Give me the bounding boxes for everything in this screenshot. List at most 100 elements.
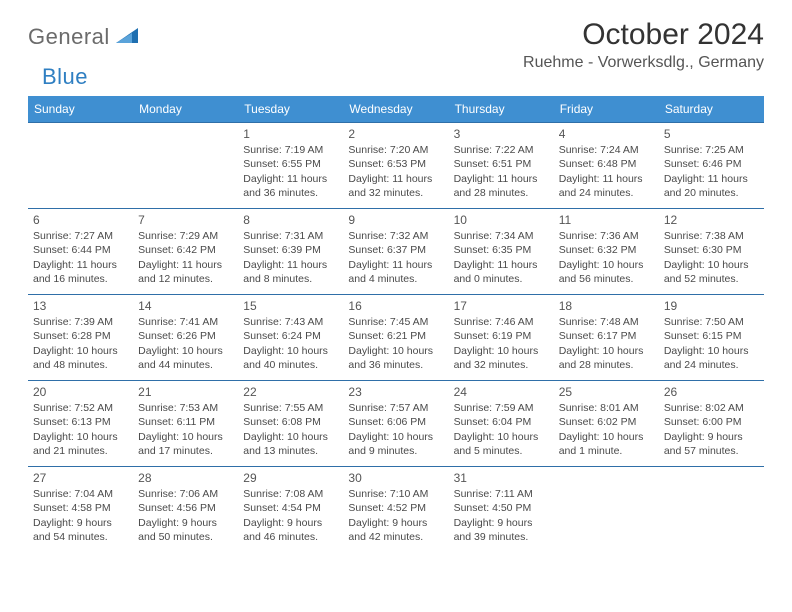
calendar-day-cell: 14Sunrise: 7:41 AMSunset: 6:26 PMDayligh… (133, 295, 238, 381)
title-block: October 2024 Ruehme - Vorwerksdlg., Germ… (523, 18, 764, 72)
day-number: 25 (559, 384, 654, 400)
day-number: 12 (664, 212, 759, 228)
sunrise-line: Sunrise: 7:29 AM (138, 229, 233, 243)
calendar-day-cell: 5Sunrise: 7:25 AMSunset: 6:46 PMDaylight… (659, 123, 764, 209)
calendar-day-cell: 18Sunrise: 7:48 AMSunset: 6:17 PMDayligh… (554, 295, 659, 381)
daylight-line: Daylight: 11 hours and 0 minutes. (454, 258, 549, 286)
sunrise-line: Sunrise: 7:46 AM (454, 315, 549, 329)
day-number: 2 (348, 126, 443, 142)
daylight-line: Daylight: 10 hours and 21 minutes. (33, 430, 128, 458)
calendar-header-row: Sunday Monday Tuesday Wednesday Thursday… (28, 96, 764, 123)
daylight-line: Daylight: 9 hours and 39 minutes. (454, 516, 549, 544)
day-number: 3 (454, 126, 549, 142)
sunrise-line: Sunrise: 7:32 AM (348, 229, 443, 243)
daylight-line: Daylight: 10 hours and 56 minutes. (559, 258, 654, 286)
daylight-line: Daylight: 10 hours and 48 minutes. (33, 344, 128, 372)
sunrise-line: Sunrise: 7:39 AM (33, 315, 128, 329)
daylight-line: Daylight: 11 hours and 24 minutes. (559, 172, 654, 200)
day-number: 1 (243, 126, 338, 142)
sunset-line: Sunset: 6:51 PM (454, 157, 549, 171)
sunset-line: Sunset: 6:24 PM (243, 329, 338, 343)
calendar-day-cell: 27Sunrise: 7:04 AMSunset: 4:58 PMDayligh… (28, 467, 133, 553)
sunrise-line: Sunrise: 7:45 AM (348, 315, 443, 329)
day-number: 16 (348, 298, 443, 314)
sunset-line: Sunset: 6:30 PM (664, 243, 759, 257)
daylight-line: Daylight: 10 hours and 17 minutes. (138, 430, 233, 458)
day-number: 31 (454, 470, 549, 486)
daylight-line: Daylight: 11 hours and 8 minutes. (243, 258, 338, 286)
calendar-day-cell: 2Sunrise: 7:20 AMSunset: 6:53 PMDaylight… (343, 123, 448, 209)
sunrise-line: Sunrise: 7:50 AM (664, 315, 759, 329)
day-number: 22 (243, 384, 338, 400)
day-number: 26 (664, 384, 759, 400)
sunrise-line: Sunrise: 7:27 AM (33, 229, 128, 243)
calendar-day-cell: 19Sunrise: 7:50 AMSunset: 6:15 PMDayligh… (659, 295, 764, 381)
sunset-line: Sunset: 6:00 PM (664, 415, 759, 429)
daylight-line: Daylight: 11 hours and 12 minutes. (138, 258, 233, 286)
calendar-day-cell: 8Sunrise: 7:31 AMSunset: 6:39 PMDaylight… (238, 209, 343, 295)
col-sun: Sunday (28, 96, 133, 123)
calendar-day-cell (659, 467, 764, 553)
calendar-day-cell: 24Sunrise: 7:59 AMSunset: 6:04 PMDayligh… (449, 381, 554, 467)
sunset-line: Sunset: 6:04 PM (454, 415, 549, 429)
sunrise-line: Sunrise: 7:06 AM (138, 487, 233, 501)
sunset-line: Sunset: 6:08 PM (243, 415, 338, 429)
daylight-line: Daylight: 9 hours and 46 minutes. (243, 516, 338, 544)
day-number: 20 (33, 384, 128, 400)
sunrise-line: Sunrise: 7:24 AM (559, 143, 654, 157)
sunset-line: Sunset: 6:17 PM (559, 329, 654, 343)
sunset-line: Sunset: 6:06 PM (348, 415, 443, 429)
day-number: 9 (348, 212, 443, 228)
sunset-line: Sunset: 6:15 PM (664, 329, 759, 343)
sunset-line: Sunset: 6:46 PM (664, 157, 759, 171)
day-number: 4 (559, 126, 654, 142)
sunset-line: Sunset: 4:50 PM (454, 501, 549, 515)
calendar-day-cell: 1Sunrise: 7:19 AMSunset: 6:55 PMDaylight… (238, 123, 343, 209)
sunrise-line: Sunrise: 7:38 AM (664, 229, 759, 243)
day-number: 7 (138, 212, 233, 228)
daylight-line: Daylight: 10 hours and 40 minutes. (243, 344, 338, 372)
day-number: 19 (664, 298, 759, 314)
day-number: 27 (33, 470, 128, 486)
sunrise-line: Sunrise: 7:59 AM (454, 401, 549, 415)
day-number: 29 (243, 470, 338, 486)
day-number: 10 (454, 212, 549, 228)
sunrise-line: Sunrise: 7:55 AM (243, 401, 338, 415)
sunset-line: Sunset: 6:35 PM (454, 243, 549, 257)
sunset-line: Sunset: 6:32 PM (559, 243, 654, 257)
sunrise-line: Sunrise: 7:36 AM (559, 229, 654, 243)
calendar-day-cell: 22Sunrise: 7:55 AMSunset: 6:08 PMDayligh… (238, 381, 343, 467)
calendar-day-cell (28, 123, 133, 209)
brand-triangle-icon (116, 25, 140, 50)
sunrise-line: Sunrise: 7:43 AM (243, 315, 338, 329)
calendar-day-cell: 4Sunrise: 7:24 AMSunset: 6:48 PMDaylight… (554, 123, 659, 209)
day-number: 14 (138, 298, 233, 314)
calendar-day-cell: 10Sunrise: 7:34 AMSunset: 6:35 PMDayligh… (449, 209, 554, 295)
calendar-day-cell: 25Sunrise: 8:01 AMSunset: 6:02 PMDayligh… (554, 381, 659, 467)
day-number: 5 (664, 126, 759, 142)
calendar-day-cell: 20Sunrise: 7:52 AMSunset: 6:13 PMDayligh… (28, 381, 133, 467)
calendar-day-cell: 23Sunrise: 7:57 AMSunset: 6:06 PMDayligh… (343, 381, 448, 467)
daylight-line: Daylight: 9 hours and 57 minutes. (664, 430, 759, 458)
daylight-line: Daylight: 10 hours and 44 minutes. (138, 344, 233, 372)
calendar-day-cell: 17Sunrise: 7:46 AMSunset: 6:19 PMDayligh… (449, 295, 554, 381)
daylight-line: Daylight: 10 hours and 28 minutes. (559, 344, 654, 372)
brand-text-2: Blue (42, 64, 88, 90)
daylight-line: Daylight: 10 hours and 32 minutes. (454, 344, 549, 372)
daylight-line: Daylight: 10 hours and 5 minutes. (454, 430, 549, 458)
day-number: 17 (454, 298, 549, 314)
daylight-line: Daylight: 11 hours and 20 minutes. (664, 172, 759, 200)
sunset-line: Sunset: 6:44 PM (33, 243, 128, 257)
day-number: 21 (138, 384, 233, 400)
sunset-line: Sunset: 6:19 PM (454, 329, 549, 343)
day-number: 23 (348, 384, 443, 400)
sunrise-line: Sunrise: 7:31 AM (243, 229, 338, 243)
sunrise-line: Sunrise: 7:22 AM (454, 143, 549, 157)
day-number: 13 (33, 298, 128, 314)
sunrise-line: Sunrise: 7:11 AM (454, 487, 549, 501)
sunset-line: Sunset: 6:28 PM (33, 329, 128, 343)
sunrise-line: Sunrise: 7:41 AM (138, 315, 233, 329)
sunset-line: Sunset: 4:52 PM (348, 501, 443, 515)
calendar-week-row: 1Sunrise: 7:19 AMSunset: 6:55 PMDaylight… (28, 123, 764, 209)
daylight-line: Daylight: 10 hours and 24 minutes. (664, 344, 759, 372)
